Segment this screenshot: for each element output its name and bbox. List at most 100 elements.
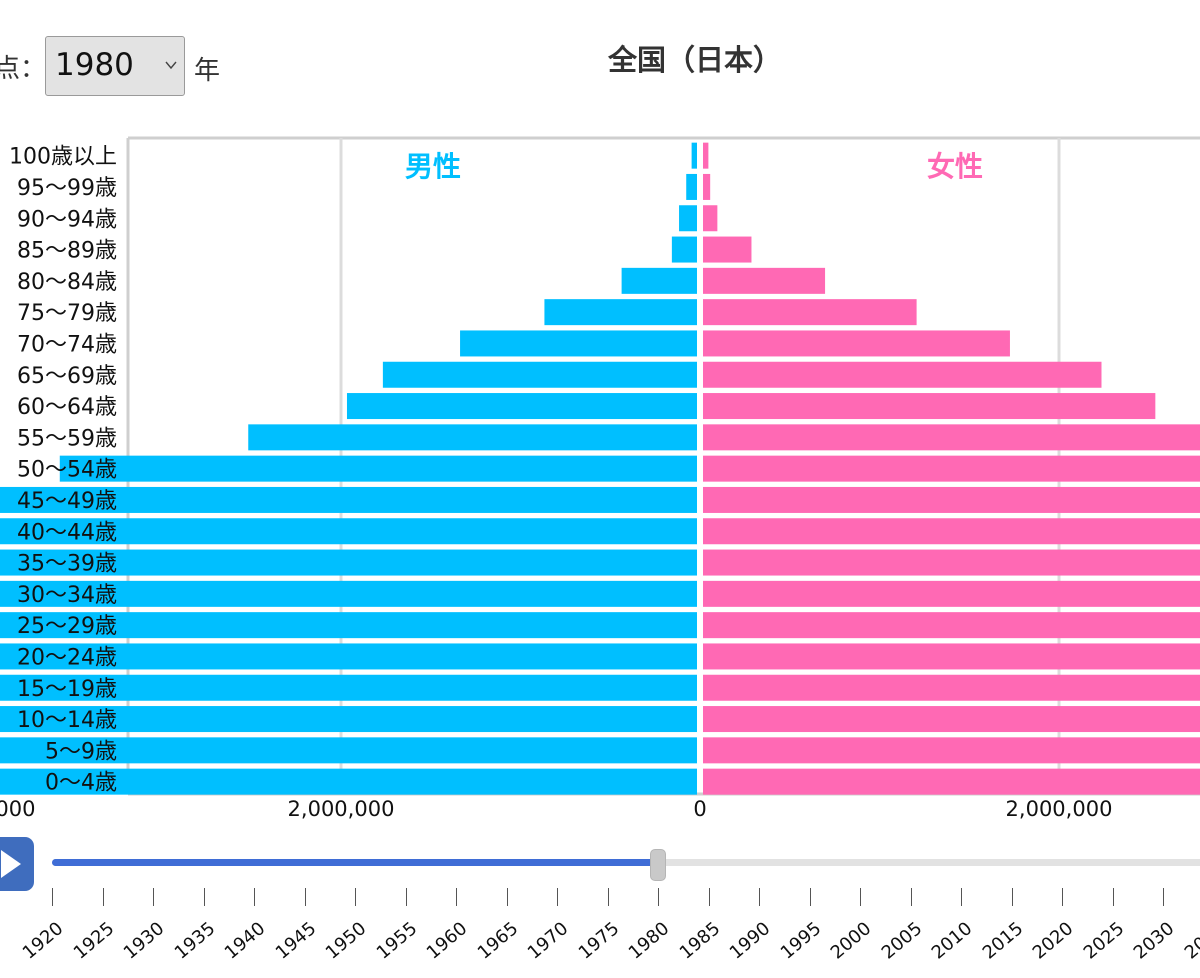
play-button[interactable] <box>0 837 34 891</box>
timeline-year-label[interactable]: 1980 <box>624 918 674 964</box>
timeline-year-label[interactable]: 1970 <box>523 918 573 964</box>
timeline-year-label[interactable]: 2005 <box>877 918 926 964</box>
timeline-tick <box>658 888 659 906</box>
x-tick-label: 0 <box>693 797 706 821</box>
timeline-year-label[interactable]: 2010 <box>927 918 977 964</box>
timeline-year-label[interactable]: 1990 <box>725 918 775 964</box>
age-tick-label: 100歳以上 <box>9 145 117 170</box>
timeline-tick <box>52 888 53 906</box>
bar-male <box>0 643 697 670</box>
timeline-tick <box>304 888 306 906</box>
timeline-year-label[interactable]: 1945 <box>271 918 320 964</box>
timeline-year-label[interactable]: 1930 <box>119 918 169 964</box>
timeline-year-label[interactable]: 1960 <box>422 918 472 964</box>
timeline-year-label[interactable]: 1955 <box>372 918 421 964</box>
bar-female <box>703 643 1200 670</box>
timeline-tick <box>759 888 760 906</box>
year-select[interactable]: 1980 <box>45 36 185 96</box>
play-icon <box>1 850 21 878</box>
x-tick-label: 2,000,000 <box>288 797 395 821</box>
age-tick-label: 80〜84歳 <box>17 270 117 295</box>
timeline-year-label[interactable]: 1965 <box>473 918 522 964</box>
bar-male <box>0 706 698 733</box>
age-tick-label: 25〜29歳 <box>17 614 117 639</box>
timeline-year-label[interactable]: 2030 <box>1129 918 1179 964</box>
age-tick-label: 50〜54歳 <box>17 458 117 483</box>
bar-female <box>703 549 1200 576</box>
timeline-tick <box>1163 888 1164 906</box>
bar-male <box>671 236 697 263</box>
age-tick-label: 65〜69歳 <box>17 364 117 389</box>
timeline-year-label[interactable]: 2025 <box>1079 918 1128 964</box>
timeline-tick <box>1062 888 1063 906</box>
year-unit-label: 年 <box>194 56 221 86</box>
timeline-tick <box>809 888 811 906</box>
bar-female <box>703 518 1200 545</box>
age-tick-label: 5〜9歳 <box>45 739 117 764</box>
timeline-year-label[interactable]: 1995 <box>776 918 825 964</box>
bar-female <box>703 455 1200 482</box>
timeline-year-label[interactable]: 1985 <box>675 918 724 964</box>
bar-male <box>0 580 697 607</box>
timeline-tick <box>961 888 962 906</box>
bar-female <box>703 737 1200 764</box>
timeline-tick <box>1112 888 1114 906</box>
bar-female <box>703 674 1200 701</box>
age-tick-label: 10〜14歳 <box>17 708 117 733</box>
age-tick-label: 20〜24歳 <box>17 645 117 670</box>
bar-female <box>703 205 718 232</box>
age-tick-label: 45〜49歳 <box>17 489 117 514</box>
chevron-down-icon <box>164 57 178 71</box>
population-pyramid-chart: 100歳以上 95〜99歳 90〜94歳 85〜89歳 80〜84歳 75〜79歳 70〜7… <box>0 136 1200 821</box>
timeline-year-label[interactable]: 2015 <box>978 918 1027 964</box>
chart-title: 全国（日本） <box>607 43 782 77</box>
bar-male <box>0 768 698 795</box>
year-select-value: 1980 <box>55 47 134 83</box>
bar-male <box>0 674 697 701</box>
timeline-tick <box>1011 888 1013 906</box>
timeline-year-label[interactable]: 1920 <box>18 918 68 964</box>
bar-male <box>346 393 697 420</box>
age-tick-label: 35〜39歳 <box>17 552 117 577</box>
timeline-tick <box>254 888 255 906</box>
bar-female <box>703 361 1102 388</box>
x-tick-label: 4,000,000 <box>0 797 35 821</box>
timeline-tick <box>203 888 205 906</box>
age-tick-label: 85〜89歳 <box>17 239 117 264</box>
bar-female <box>703 142 709 169</box>
bar-female <box>703 580 1200 607</box>
timeline-year-label[interactable]: 1935 <box>170 918 219 964</box>
timeline-year-label[interactable]: 1940 <box>220 918 270 964</box>
bar-female <box>703 612 1200 639</box>
bar-male <box>686 173 697 200</box>
timeline-year-label[interactable]: 1925 <box>69 918 118 964</box>
timeline-tick <box>506 888 508 906</box>
timeline-year-label[interactable]: 2035 <box>1180 918 1200 964</box>
timeline-year-label[interactable]: 1975 <box>574 918 623 964</box>
timeline-tick <box>708 888 710 906</box>
timeline-tick <box>405 888 407 906</box>
bar-male <box>0 737 697 764</box>
bar-female <box>703 768 1200 795</box>
age-tick-label: 70〜74歳 <box>17 332 117 357</box>
age-tick-label: 40〜44歳 <box>17 520 117 545</box>
bar-female <box>703 299 917 326</box>
bar-male <box>691 142 697 169</box>
timeline-tick <box>910 888 912 906</box>
timeline-tick <box>860 888 861 906</box>
bar-female <box>703 330 1010 357</box>
timeline-tick <box>456 888 457 906</box>
timeline-slider-handle[interactable] <box>650 849 666 881</box>
bar-female <box>703 267 826 294</box>
timeline-tick <box>102 888 104 906</box>
bar-male <box>0 612 698 639</box>
age-tick-label: 0〜4歳 <box>45 771 117 796</box>
age-tick-label: 15〜19歳 <box>17 677 117 702</box>
timeline-year-label[interactable]: 2000 <box>826 918 876 964</box>
timeline-slider-fill <box>52 859 658 866</box>
age-tick-label: 75〜79歳 <box>17 301 117 326</box>
bar-male <box>0 518 697 545</box>
timeline-tick <box>607 888 609 906</box>
timeline-year-label[interactable]: 2020 <box>1028 918 1078 964</box>
timeline-year-label[interactable]: 1950 <box>321 918 371 964</box>
